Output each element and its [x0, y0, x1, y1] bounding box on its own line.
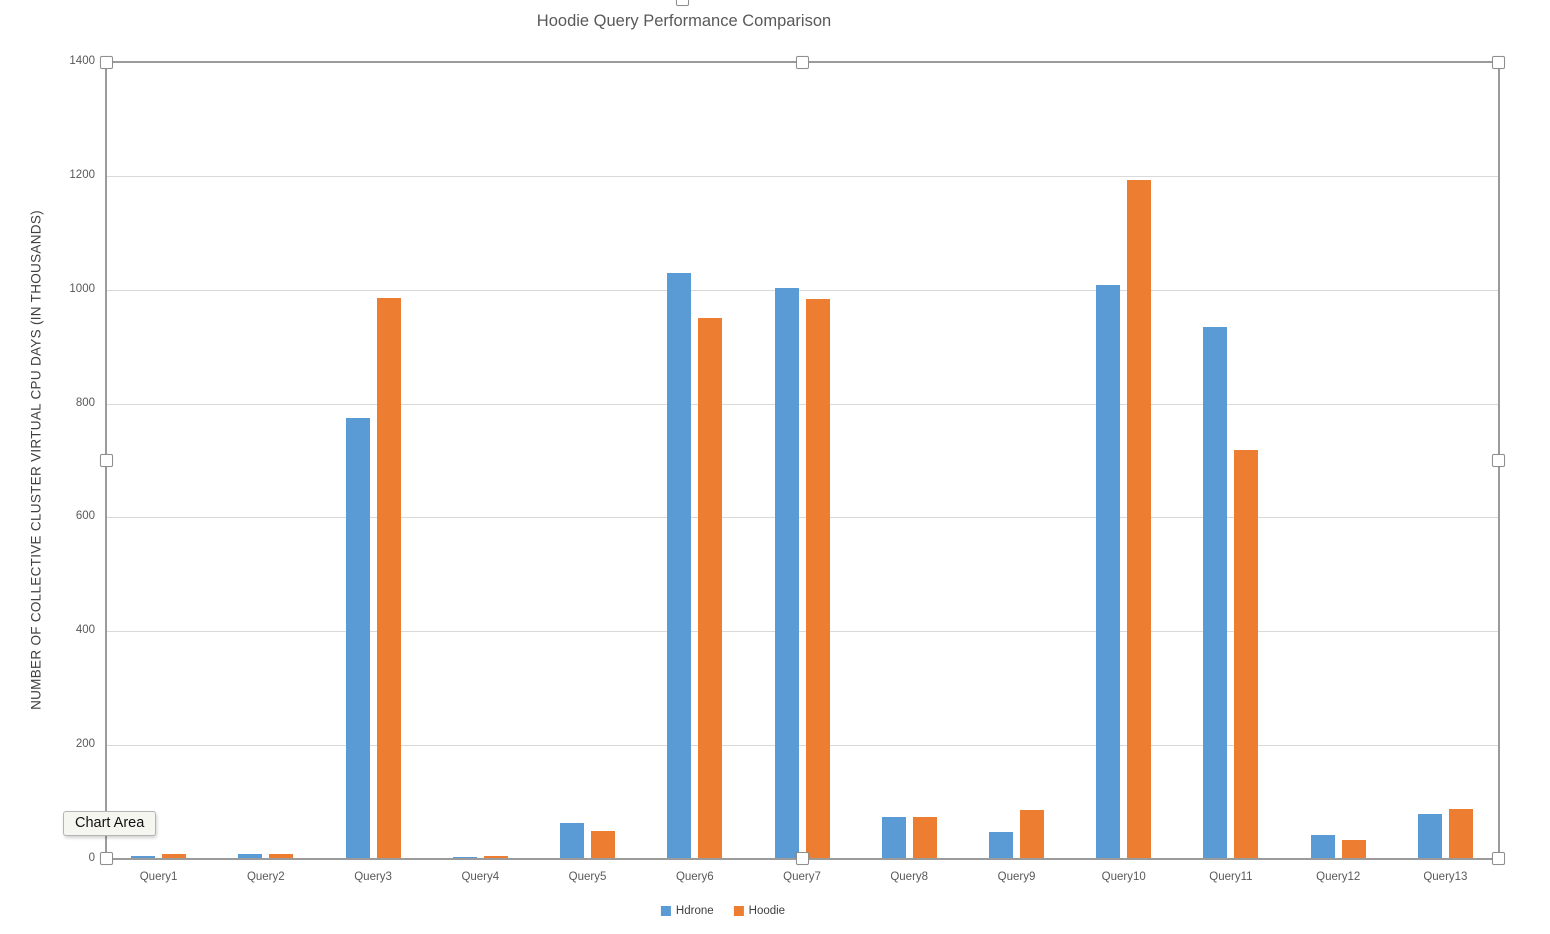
bar-hdrone-query9[interactable]	[989, 831, 1013, 859]
x-tick-label: Query5	[568, 871, 607, 883]
bar-hoodie-query6[interactable]	[698, 318, 723, 859]
bar-hdrone-query12[interactable]	[1310, 835, 1335, 859]
y-tick-label: 1400	[69, 55, 95, 67]
bar-hdrone-query8[interactable]	[881, 817, 906, 859]
bar-hoodie-query2[interactable]	[269, 854, 294, 859]
bar-hoodie-query3[interactable]	[376, 298, 401, 859]
bar-hdrone-query11[interactable]	[1203, 326, 1228, 859]
bar-hdrone-query13[interactable]	[1417, 814, 1442, 859]
selection-handle[interactable]	[795, 851, 809, 865]
selection-handle[interactable]	[1491, 55, 1505, 69]
gridline-400	[105, 631, 1499, 633]
gridline-1200	[105, 175, 1499, 177]
selection-handle[interactable]	[795, 55, 809, 69]
chart-area-tooltip: Chart Area	[63, 811, 157, 836]
selection-handle[interactable]	[1491, 453, 1505, 467]
bar-hoodie-query12[interactable]	[1341, 839, 1366, 859]
selection-handle[interactable]	[675, 0, 689, 6]
x-tick-label: Query3	[354, 871, 392, 883]
bar-hdrone-query2[interactable]	[238, 853, 263, 859]
bar-hoodie-query5[interactable]	[591, 830, 615, 859]
gridline-800	[105, 403, 1499, 405]
x-tick-label: Query6	[675, 871, 714, 883]
bar-hdrone-query7[interactable]	[774, 288, 799, 859]
bar-hoodie-query11[interactable]	[1234, 450, 1259, 859]
legend-item-hdrone[interactable]: Hdrone	[660, 905, 714, 917]
selection-handle[interactable]	[1491, 851, 1505, 865]
gridline-600	[105, 517, 1499, 519]
x-tick-label: Query13	[1423, 871, 1468, 883]
y-tick-label: 1200	[69, 168, 95, 181]
chart-legend: Hdrone Hoodie	[660, 905, 786, 917]
y-tick-label: 400	[75, 624, 95, 637]
bar-hoodie-query9[interactable]	[1020, 810, 1044, 859]
x-tick-label: Query12	[1316, 871, 1361, 883]
bar-hdrone-query3[interactable]	[345, 417, 370, 859]
bar-hoodie-query1[interactable]	[162, 853, 187, 859]
selection-handle[interactable]	[99, 851, 113, 865]
x-tick-label: Query4	[461, 871, 500, 883]
chart-title[interactable]: Hoodie Query Performance Comparison	[536, 12, 832, 30]
x-tick-label: Query1	[139, 871, 178, 883]
gridline-1000	[105, 289, 1499, 291]
x-tick-label: Query10	[1101, 871, 1146, 883]
legend-label: Hoodie	[748, 905, 786, 917]
y-tick-label: 1000	[69, 282, 95, 295]
x-tick-label: Query7	[783, 871, 821, 883]
legend-swatch-hoodie	[733, 906, 744, 916]
bar-hdrone-query6[interactable]	[667, 272, 692, 859]
x-tick-label: Query2	[246, 871, 285, 883]
legend-label: Hdrone	[675, 905, 714, 917]
legend-swatch-hdrone	[660, 906, 671, 916]
bar-hdrone-query10[interactable]	[1096, 285, 1121, 859]
y-tick-label: 0	[88, 852, 95, 864]
bar-hoodie-query8[interactable]	[912, 816, 937, 859]
bar-hoodie-query4[interactable]	[483, 856, 508, 859]
y-tick-label: 800	[75, 396, 95, 409]
x-tick-label: Query11	[1209, 871, 1253, 883]
selection-handle[interactable]	[99, 55, 113, 69]
y-tick-label: 200	[75, 738, 95, 751]
bar-hdrone-query5[interactable]	[560, 823, 584, 859]
bar-hoodie-query10[interactable]	[1127, 180, 1152, 859]
selection-handle[interactable]	[99, 453, 113, 467]
gridline-200	[105, 745, 1499, 747]
bar-hdrone-query1[interactable]	[131, 856, 156, 859]
y-tick-label: 600	[75, 510, 95, 523]
x-tick-label: Query9	[997, 871, 1036, 883]
bar-hoodie-query7[interactable]	[805, 299, 830, 859]
bar-hoodie-query13[interactable]	[1448, 808, 1473, 859]
x-tick-label: Query8	[890, 871, 929, 883]
legend-item-hoodie[interactable]: Hoodie	[733, 905, 786, 917]
